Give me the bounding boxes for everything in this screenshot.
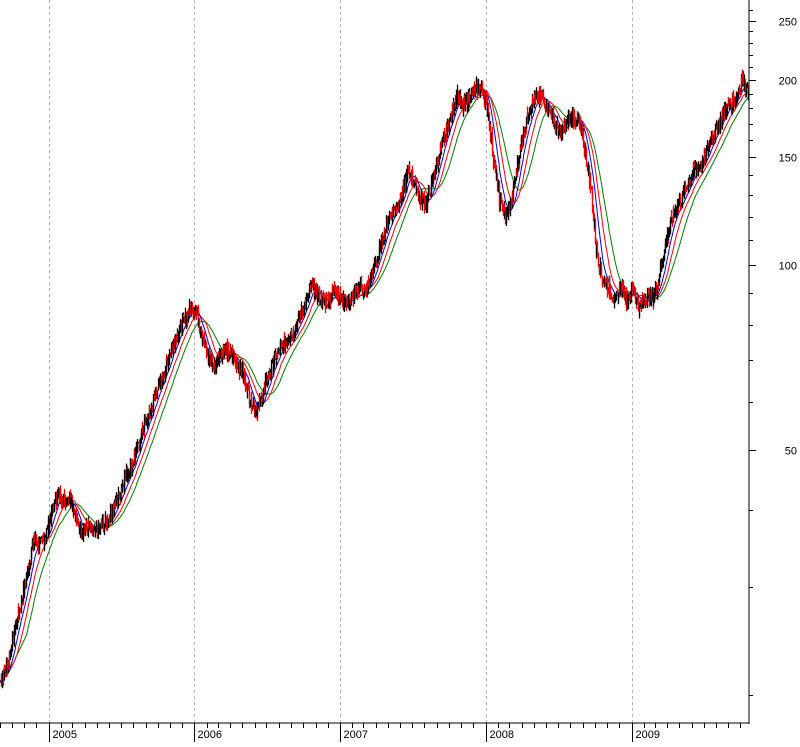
y-tick-label: 250 (779, 17, 797, 29)
year-gridlines (49, 0, 633, 723)
y-tick-label: 50 (785, 446, 797, 458)
axes (0, 0, 750, 724)
x-tick-label: 2005 (53, 729, 77, 741)
x-axis-ticks: 2005 2006 2007 2008 2009 (0, 723, 741, 742)
x-tick-label: 2006 (198, 729, 222, 741)
x-tick-label: 2008 (490, 729, 514, 741)
x-tick-label: 2007 (344, 729, 368, 741)
y-tick-label: 200 (779, 76, 797, 88)
y-tick-label: 150 (779, 153, 797, 165)
price-candles (0, 69, 750, 689)
x-tick-label: 2009 (636, 729, 660, 741)
y-tick-label: 100 (779, 261, 797, 273)
y-axis-ticks: 250 200 150 100 50 (749, 10, 797, 696)
